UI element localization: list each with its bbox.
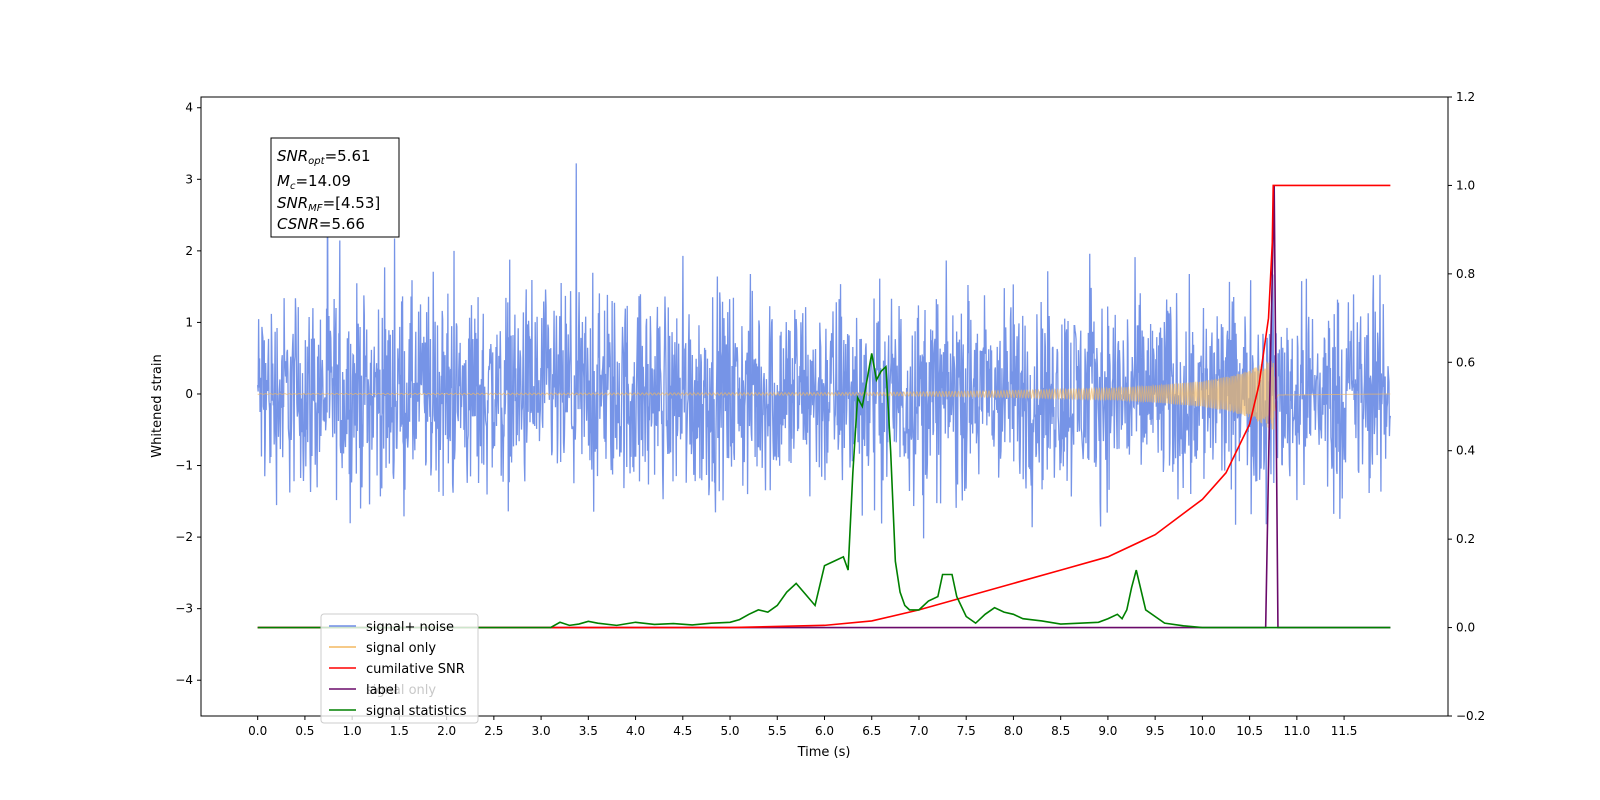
x-tick-label: 7.0 <box>909 724 928 738</box>
stats-annotation-box: SNRopt=5.61 Mc=14.09 SNRMF=[4.53] CSNR=5… <box>270 137 400 238</box>
y-tick-label: −3 <box>175 602 193 616</box>
x-tick-label: 9.0 <box>1098 724 1117 738</box>
x-tick-label: 3.0 <box>532 724 551 738</box>
y-tick-label: −2 <box>175 530 193 544</box>
y-tick-label: 0 <box>185 387 193 401</box>
x-axis-label: Time (s) <box>797 745 851 760</box>
x-tick-label: 4.5 <box>673 724 692 738</box>
y2-tick-label: 0.8 <box>1456 267 1475 281</box>
x-tick-label: 10.5 <box>1236 724 1263 738</box>
annotation-frame <box>270 137 400 238</box>
y2-tick-label: 0.4 <box>1456 444 1475 458</box>
x-tick-label: 3.5 <box>579 724 598 738</box>
y-tick-label: 3 <box>185 172 193 186</box>
x-tick-label: 0.0 <box>248 724 267 738</box>
annotation-line-chirp-mass: Mc=14.09 <box>277 172 351 192</box>
y-tick-label: 1 <box>185 315 193 329</box>
x-tick-label: 8.0 <box>1004 724 1023 738</box>
x-tick-label: 11.0 <box>1283 724 1310 738</box>
y-tick-label: 4 <box>185 101 193 115</box>
legend: signal+ noise signal only cumilative SNR… <box>320 613 479 724</box>
y-axis-left: −4 −3 −2 −1 0 1 2 3 4 <box>175 101 201 687</box>
x-tick-label: 1.0 <box>343 724 362 738</box>
x-tick-label: 5.5 <box>768 724 787 738</box>
x-tick-label: 10.0 <box>1189 724 1216 738</box>
legend-label-signal-only: signal only <box>366 641 436 656</box>
y2-tick-label: 1.0 <box>1456 178 1475 192</box>
legend-frame <box>320 613 479 724</box>
annotation-line-snr-mf: SNRMF=[4.53] <box>277 194 380 214</box>
x-axis: 0.0 0.5 1.0 1.5 2.0 2.5 3.0 3.5 4.0 4.5 5.0 5.5 6.0 6… <box>248 716 1357 738</box>
y2-tick-label: 0.2 <box>1456 532 1475 546</box>
x-tick-label: 11.5 <box>1331 724 1358 738</box>
x-tick-label: 2.5 <box>484 724 503 738</box>
y2-tick-label: 1.2 <box>1456 90 1475 104</box>
hidden-legend-label: signal only <box>366 683 436 698</box>
y-tick-label: 2 <box>185 244 193 258</box>
x-tick-label: 9.5 <box>1146 724 1165 738</box>
y-tick-label: −4 <box>175 673 193 687</box>
legend-label-signal-statistics: signal statistics <box>366 704 467 719</box>
x-tick-label: 4.0 <box>626 724 645 738</box>
legend-label-cumulative-snr: cumilative SNR <box>366 662 465 677</box>
x-tick-label: 8.5 <box>1051 724 1070 738</box>
series-signal-only <box>257 359 1391 430</box>
y2-tick-label: −0.2 <box>1456 709 1485 723</box>
x-tick-label: 2.0 <box>437 724 456 738</box>
legend-label-signal-noise: signal+ noise <box>366 620 454 635</box>
y-tick-label: −1 <box>175 459 193 473</box>
annotation-line-csnr: CSNR=5.66 <box>277 215 365 233</box>
x-tick-label: 1.5 <box>390 724 409 738</box>
y-axis-label: Whitened strain <box>150 354 165 457</box>
legend-label-label: label <box>366 683 397 698</box>
x-tick-label: 6.5 <box>862 724 881 738</box>
plot-area <box>257 140 1392 629</box>
series-signal-statistics <box>257 353 1391 629</box>
series-cumulative-snr <box>257 184 1391 629</box>
y-axis-right: −0.2 0.0 0.2 0.4 0.6 0.8 1.0 1.2 <box>1448 90 1485 723</box>
y2-tick-label: 0.6 <box>1456 355 1475 369</box>
x-tick-label: 7.5 <box>957 724 976 738</box>
x-tick-label: 0.5 <box>295 724 314 738</box>
annotation-line-snr-opt: SNRopt=5.61 <box>277 147 371 167</box>
x-tick-label: 6.0 <box>815 724 834 738</box>
x-tick-label: 5.0 <box>720 724 739 738</box>
y2-tick-label: 0.0 <box>1456 621 1475 635</box>
